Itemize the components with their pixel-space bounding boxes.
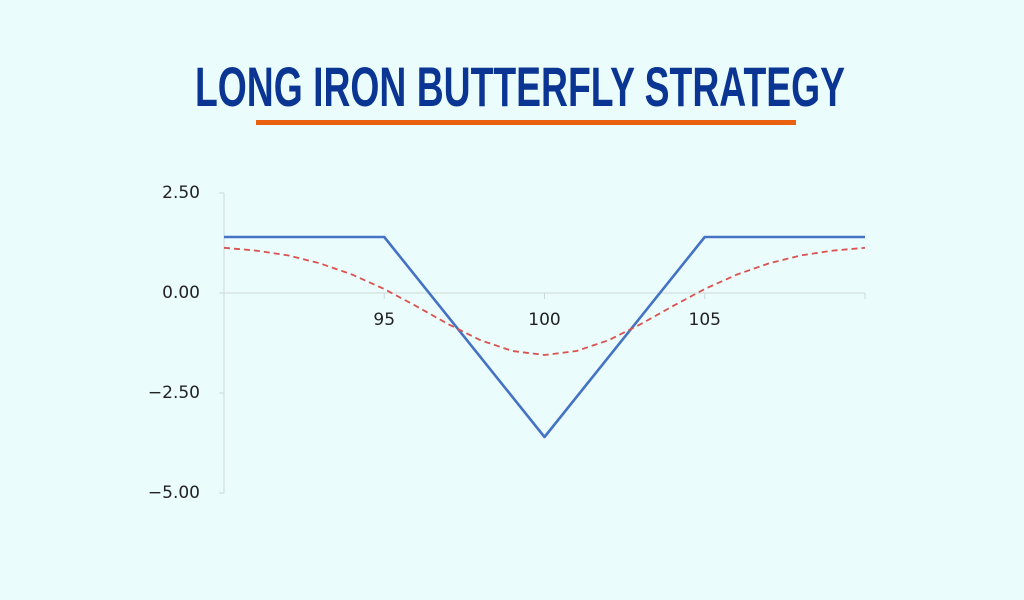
series-line xyxy=(224,235,865,439)
y-tick-label: −5.00 xyxy=(148,483,200,503)
y-tick-label: 0.00 xyxy=(162,283,200,303)
x-tick-label: 95 xyxy=(373,310,395,330)
y-tick-label: 2.50 xyxy=(162,183,200,203)
series-line xyxy=(223,246,866,356)
x-tick-label: 100 xyxy=(528,310,560,330)
chart-title: LONG IRON BUTTERFLY STRATEGY xyxy=(195,55,845,118)
y-tick-label: −2.50 xyxy=(148,383,200,403)
title-underline xyxy=(256,120,796,125)
x-tick-label: 105 xyxy=(689,310,721,330)
